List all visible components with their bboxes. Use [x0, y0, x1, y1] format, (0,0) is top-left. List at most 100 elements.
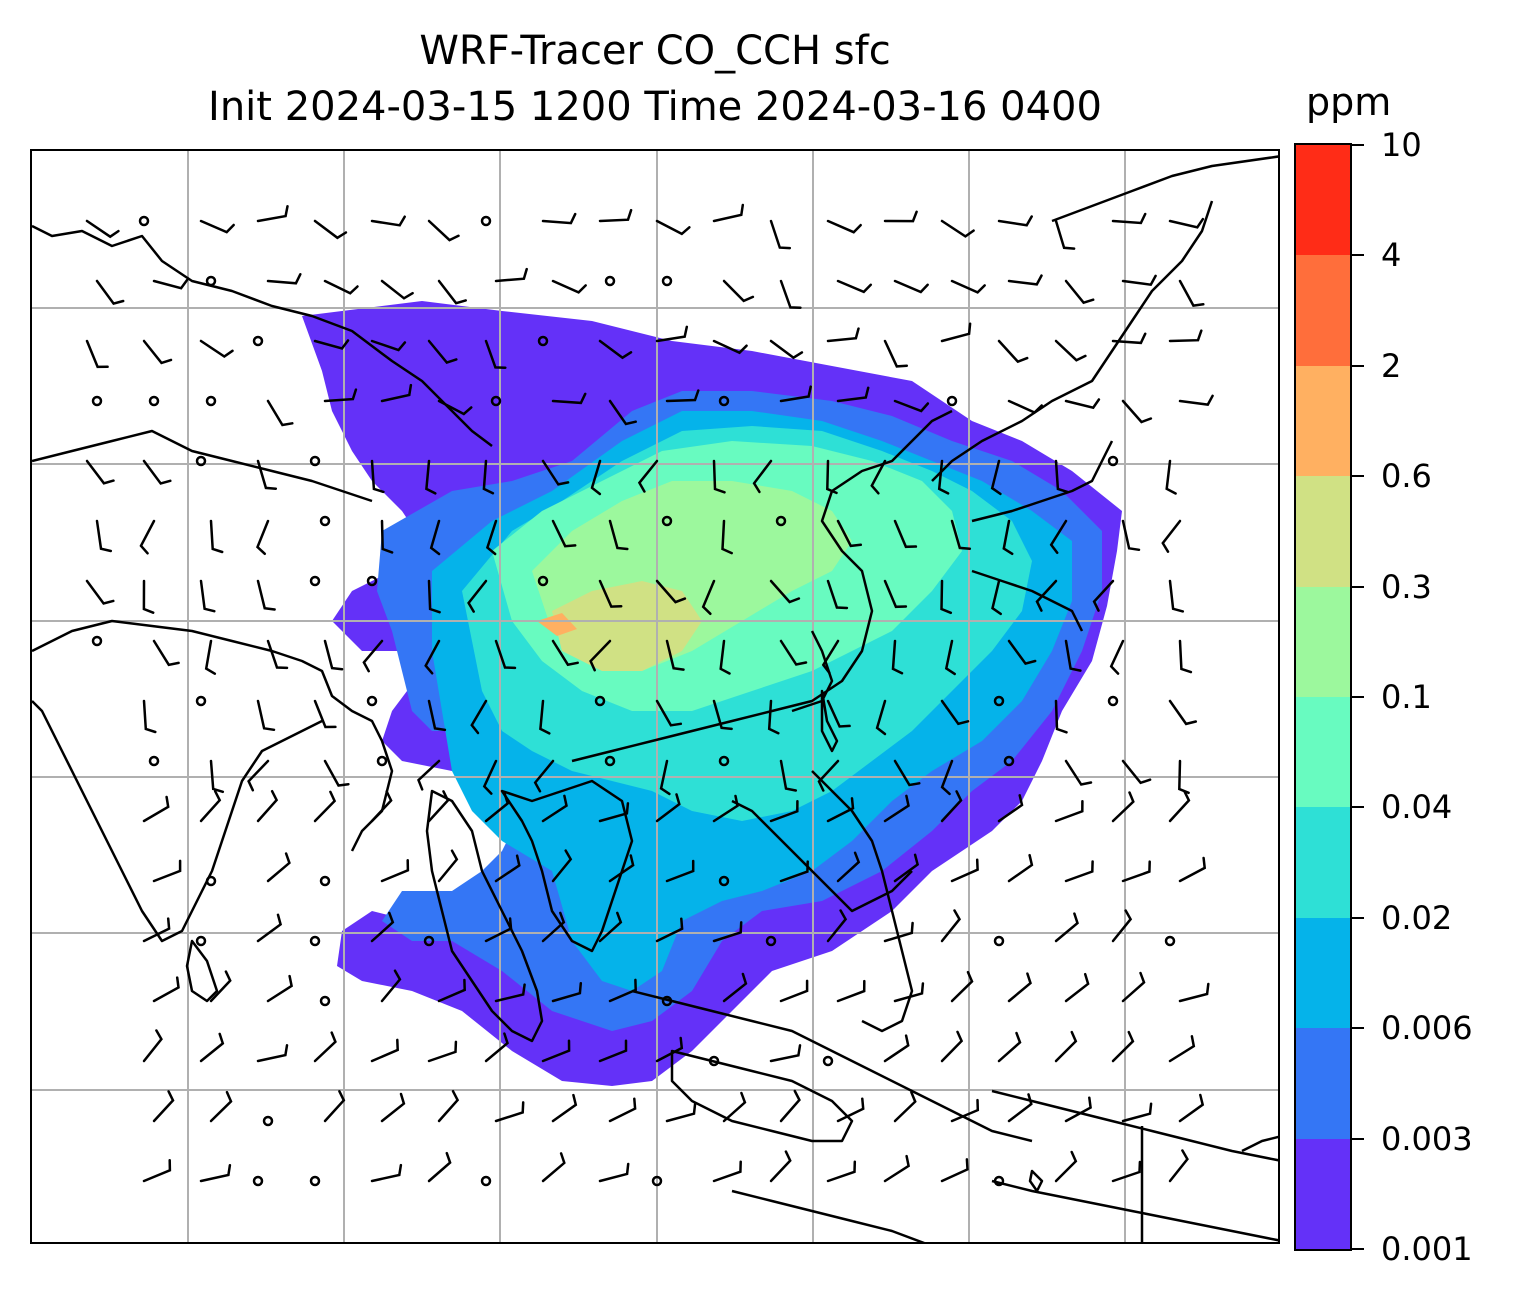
calm-wind-marker [661, 275, 673, 287]
wind-barb [893, 982, 925, 1003]
wind-barb [665, 859, 695, 883]
wind-barb [256, 205, 289, 223]
colorbar-unit-label: ppm [1306, 80, 1392, 124]
wind-barb [779, 279, 802, 309]
wind-barb [655, 699, 683, 727]
wind-barb [1161, 519, 1182, 553]
wind-barb [199, 790, 222, 823]
wind-barb [209, 759, 225, 794]
wind-barb [199, 219, 235, 234]
wind-barb [256, 579, 276, 611]
wind-barb [142, 917, 171, 943]
wind-barb [485, 519, 498, 556]
calm-wind-marker [604, 275, 616, 287]
wind-barb [380, 1092, 406, 1123]
wind-barb [152, 1090, 175, 1123]
wind-barb [779, 385, 812, 403]
wind-barb [1121, 519, 1141, 552]
wind-barb [608, 399, 637, 426]
wind-barb [95, 279, 125, 306]
colorbar-tick [1352, 916, 1364, 919]
wind-barb [769, 339, 804, 360]
wind-barb [1054, 699, 1068, 734]
wind-barb [437, 279, 467, 305]
wind-barb [655, 325, 689, 343]
colorbar-tick-label: 0.006 [1381, 1009, 1473, 1048]
colorbar-segment [1296, 475, 1350, 587]
calm-wind-marker [718, 755, 730, 767]
wind-barb [1035, 579, 1058, 612]
wind-barb [1111, 332, 1147, 345]
wind-barb [437, 1089, 460, 1123]
wind-barb [313, 790, 337, 823]
wind-barb [1002, 519, 1014, 556]
wind-barb [950, 519, 972, 551]
calm-wind-marker [309, 935, 321, 947]
calm-wind-marker [604, 755, 616, 767]
wind-barb [427, 790, 450, 823]
calm-wind-marker [319, 515, 331, 527]
wind-barb [826, 699, 851, 728]
wind-barb [256, 459, 278, 490]
wind-barb [826, 909, 848, 943]
colorbar [1294, 143, 1352, 1251]
wind-barb [891, 639, 904, 675]
wind-barb [883, 579, 908, 609]
wind-barb [380, 859, 410, 883]
wind-barb [539, 699, 551, 735]
colorbar-tick-label: 10 [1381, 126, 1422, 164]
wind-barb [266, 852, 291, 883]
wind-barb [665, 1102, 697, 1123]
wind-barb [551, 849, 573, 883]
wind-barb [482, 459, 495, 495]
wind-barb [637, 459, 659, 493]
wind-barb [256, 789, 279, 823]
wind-barb [85, 459, 115, 485]
wind-barb [1121, 860, 1151, 883]
wind-barb [85, 219, 120, 239]
wind-barb [997, 794, 1024, 823]
wind-barb [722, 279, 755, 303]
wind-barb [769, 219, 792, 250]
map-panel [30, 149, 1280, 1244]
wind-barb [266, 639, 289, 670]
wind-barb [836, 519, 863, 548]
wind-barb [1178, 856, 1207, 883]
wind-barb [1178, 1093, 1205, 1123]
wind-barb [313, 339, 350, 350]
wind-barb [779, 860, 809, 883]
wind-barb [417, 759, 441, 791]
colorbar-tick-label: 0.6 [1381, 457, 1432, 496]
wind-barb [883, 921, 914, 943]
colorbar-tick [1352, 696, 1364, 698]
calm-wind-marker [480, 1175, 492, 1187]
wind-barb [323, 388, 358, 403]
wind-barb [722, 1091, 747, 1123]
wind-barb [893, 759, 921, 787]
wind-barb [266, 974, 293, 1003]
calm-wind-marker [366, 695, 378, 707]
wind-barb [199, 1163, 232, 1183]
wind-barb [883, 794, 910, 823]
wind-barb [533, 759, 555, 793]
wind-barb [142, 459, 172, 485]
wind-barb [940, 790, 963, 823]
wind-barb [997, 215, 1033, 227]
wind-barb [494, 639, 517, 670]
colorbar-segment [1296, 254, 1350, 366]
calm-wind-marker [718, 875, 730, 887]
wind-barb [1007, 639, 1037, 666]
colorbar-segment [1296, 1138, 1350, 1249]
wind-barb [1054, 1030, 1078, 1063]
calm-wind-marker [91, 635, 103, 647]
wind-barb [313, 699, 337, 729]
wind-barb [701, 579, 716, 616]
wind-barb [665, 639, 685, 671]
wind-barb [323, 759, 350, 787]
wind-barb [1165, 459, 1177, 495]
wind-barb [541, 911, 566, 943]
colorbar-tick [1352, 1027, 1364, 1030]
wind-barb [370, 911, 395, 943]
calm-wind-marker [91, 395, 103, 407]
calm-wind-marker [822, 1055, 834, 1067]
